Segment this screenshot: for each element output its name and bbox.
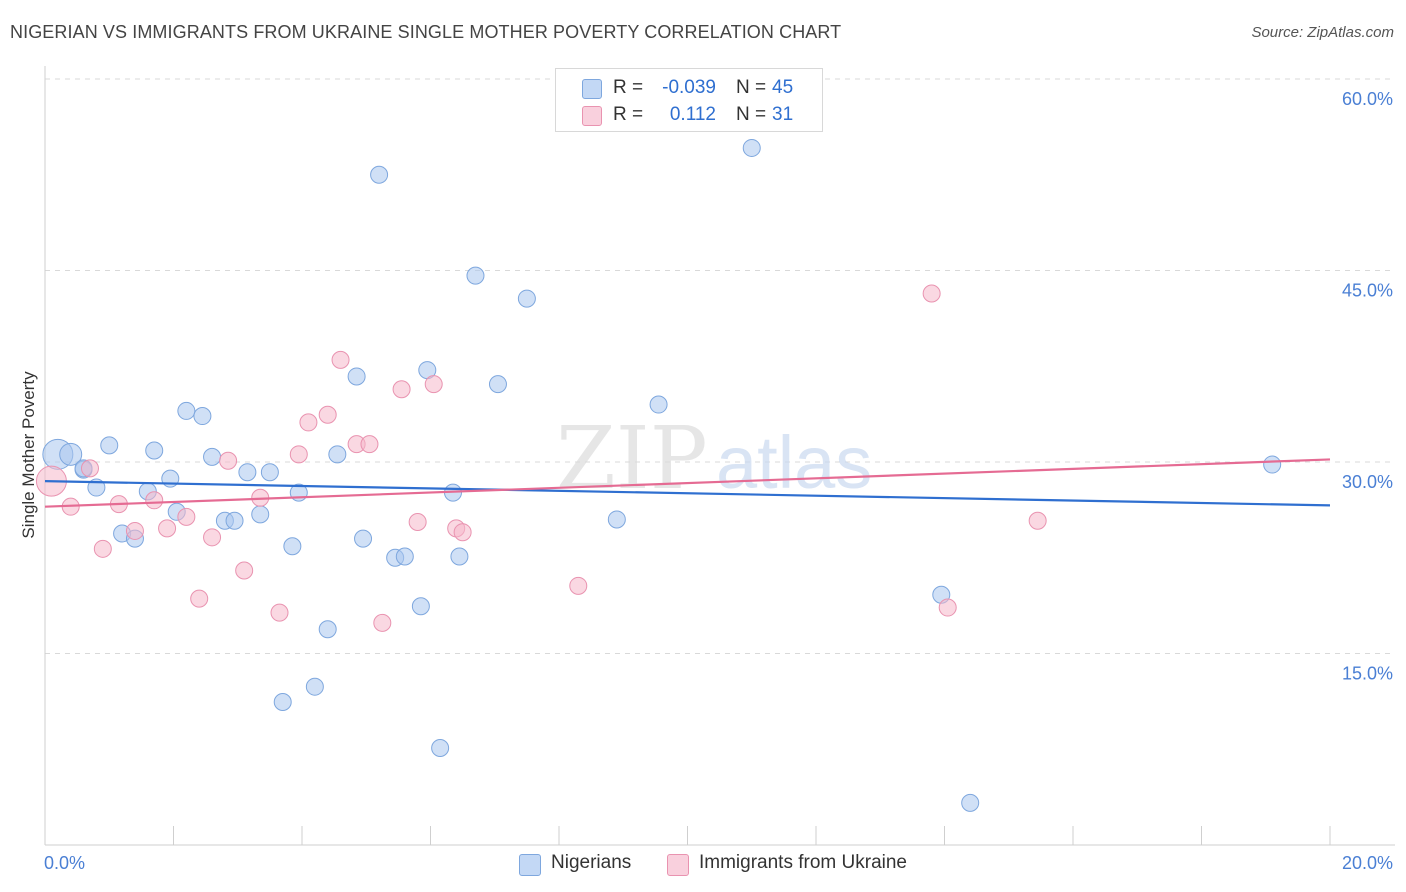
legend-swatch-pink [582, 106, 602, 126]
ukraine-point [424, 375, 443, 394]
ukraine-points [35, 284, 1047, 632]
ukraine-point [938, 598, 957, 617]
ukraine-trend-line [44, 458, 1331, 508]
nigerians-point [318, 620, 337, 639]
nigerians-point [742, 138, 761, 157]
legend-label-ukraine: Immigrants from Ukraine [699, 852, 907, 873]
legend-r-value: -0.039 [662, 77, 716, 98]
legend-n-value: 31 [772, 104, 794, 125]
nigerians-point [260, 463, 279, 482]
nigerians-point [1263, 455, 1282, 474]
ukraine-point [360, 435, 379, 454]
y-tick-label: 15.0% [1342, 664, 1393, 684]
legend-swatch-nigerians [519, 854, 541, 876]
ukraine-point [1028, 511, 1047, 530]
legend-label-nigerians: Nigerians [551, 852, 632, 873]
nigerians-point [961, 793, 980, 812]
ukraine-point [392, 380, 411, 399]
nigerians-point [649, 395, 668, 414]
nigerians-point [328, 445, 347, 464]
y-axis-title: Single Mother Poverty [19, 371, 38, 539]
y-tick-label: 30.0% [1342, 472, 1393, 492]
nigerians-point [203, 447, 222, 466]
nigerians-point [177, 401, 196, 420]
trend-lines [44, 458, 1331, 508]
legend-r-value: 0.112 [669, 104, 716, 125]
source-label: Source: ZipAtlas.com [1251, 24, 1394, 41]
ukraine-point [235, 561, 254, 580]
x-tick-label: 20.0% [1342, 853, 1393, 873]
nigerians-point [59, 442, 83, 466]
ukraine-point [93, 539, 112, 558]
nigerians-point [251, 505, 270, 524]
nigerians-point [395, 547, 414, 566]
nigerians-point [354, 529, 373, 548]
nigerians-point [225, 511, 244, 530]
ukraine-point [125, 521, 144, 540]
legend-n-value: 45 [772, 77, 794, 98]
ukraine-point [318, 405, 337, 424]
nigerians-point [450, 547, 469, 566]
x-tick-label: 0.0% [44, 853, 85, 873]
ukraine-point [289, 445, 308, 464]
legend-r-label: R = [613, 104, 644, 125]
legend-n-label: N = [736, 104, 767, 125]
ukraine-point [331, 350, 350, 369]
ukraine-point [80, 459, 99, 478]
nigerians-point [238, 463, 257, 482]
nigerians-point [100, 436, 119, 455]
nigerians-point [370, 165, 389, 184]
ukraine-point [408, 513, 427, 532]
chart-title: NIGERIAN VS IMMIGRANTS FROM UKRAINE SING… [10, 22, 842, 42]
legend-row-nigerians: R = -0.039 N = 45 [556, 75, 822, 101]
ukraine-point [922, 284, 941, 303]
nigerians-point [283, 537, 302, 556]
nigerians-point [411, 597, 430, 616]
nigerians-point [305, 677, 324, 696]
ukraine-point [145, 491, 164, 510]
grid-lines [45, 78, 1395, 654]
nigerians-point [466, 266, 485, 285]
correlation-legend: R = -0.039 N = 45 R = 0.112 N = 31 [555, 68, 823, 132]
y-tick-labels: 15.0% 30.0% 45.0% 60.0% [1342, 89, 1393, 684]
nigerians-point [488, 375, 507, 394]
series-legend: Nigerians Immigrants from Ukraine [0, 852, 1406, 878]
ukraine-point [158, 519, 177, 538]
nigerians-trend-line [44, 480, 1331, 507]
nigerians-point [347, 367, 366, 386]
ukraine-point [219, 451, 238, 470]
nigerians-point [607, 510, 626, 529]
ukraine-point [453, 523, 472, 542]
ukraine-point [299, 413, 318, 432]
legend-swatch-ukraine [667, 854, 689, 876]
legend-row-ukraine: R = 0.112 N = 31 [556, 102, 822, 128]
y-tick-label: 60.0% [1342, 89, 1393, 109]
ukraine-point [270, 603, 289, 622]
watermark-atlas: atlas [716, 421, 872, 504]
legend-swatch-blue [582, 79, 602, 99]
nigerians-point [431, 738, 450, 757]
ukraine-point [203, 528, 222, 547]
ukraine-point [177, 507, 196, 526]
ukraine-point [373, 613, 392, 632]
x-tick-labels: 0.0% 20.0% [44, 853, 1393, 873]
legend-r-label: R = [613, 77, 644, 98]
ukraine-point [190, 589, 209, 608]
nigerians-point [145, 441, 164, 460]
nigerians-point [193, 407, 212, 426]
nigerians-point [517, 289, 536, 308]
ukraine-point [569, 576, 588, 595]
y-tick-label: 45.0% [1342, 281, 1393, 301]
nigerians-point [273, 693, 292, 712]
legend-n-label: N = [736, 77, 767, 98]
